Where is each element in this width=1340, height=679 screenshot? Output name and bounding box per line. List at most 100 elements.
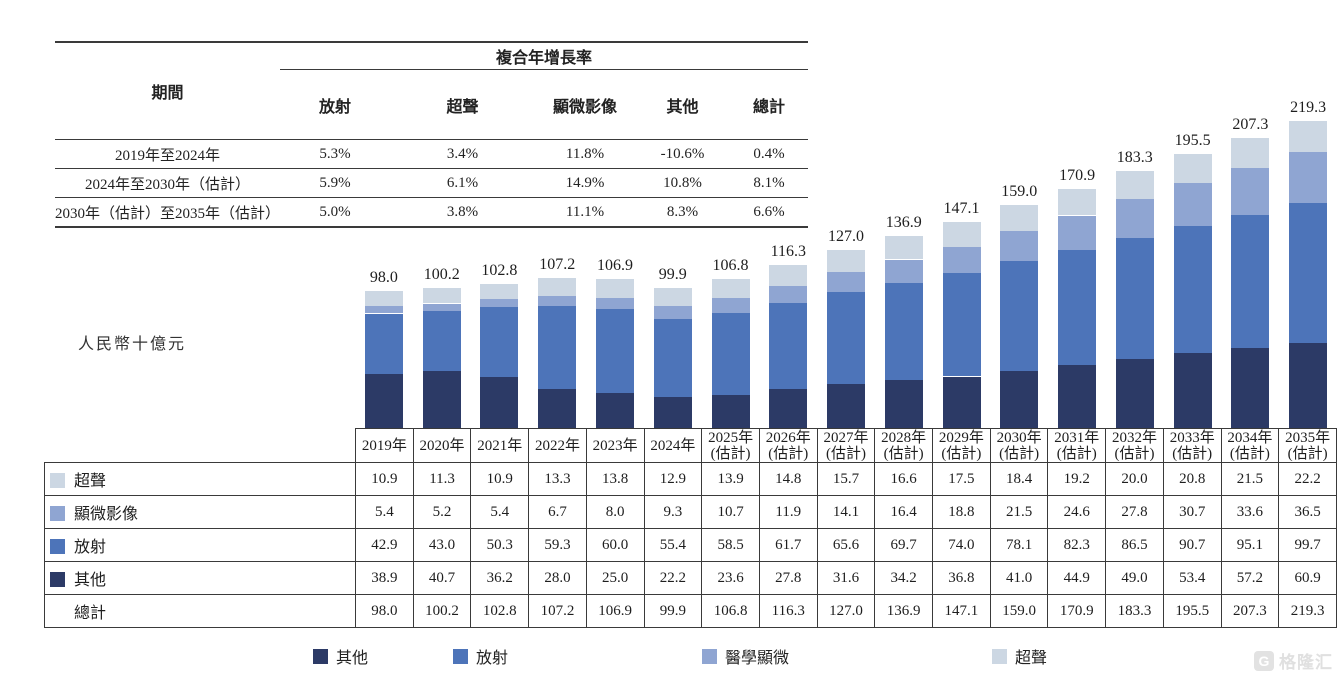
bar-segment bbox=[653, 288, 692, 307]
bar-total-label: 136.9 bbox=[885, 214, 922, 232]
bar-segment bbox=[1173, 226, 1212, 354]
year-header-cell: 2019年 bbox=[355, 428, 414, 463]
year-header-cell: 2022年 bbox=[528, 428, 587, 463]
bar-segment bbox=[1173, 183, 1212, 227]
year-header-cell: 2030年 (估計) bbox=[989, 428, 1049, 463]
bar-segment bbox=[480, 284, 519, 300]
legend-item: 超聲 bbox=[992, 644, 1047, 668]
table-cell: 21.5 bbox=[989, 495, 1049, 529]
legend-swatch-icon bbox=[50, 572, 65, 587]
year-header-cell: 2020年 bbox=[412, 428, 472, 463]
year-header-cell: 2033年 (估計) bbox=[1162, 428, 1222, 463]
legend-label: 超聲 bbox=[1015, 650, 1048, 667]
table-cell: 207.3 bbox=[1220, 594, 1280, 628]
table-cell: 99.7 bbox=[1278, 528, 1337, 562]
bar-segment bbox=[1289, 152, 1328, 204]
bar-segment bbox=[1115, 171, 1154, 200]
legend-label: 醫學顯微 bbox=[725, 650, 790, 667]
table-cell: 19.2 bbox=[1047, 462, 1107, 496]
blank-cell bbox=[45, 429, 356, 463]
bar-segment bbox=[1058, 215, 1097, 250]
bar-segment bbox=[942, 246, 981, 273]
bar-segment bbox=[1000, 261, 1039, 371]
year-header-cell: 2027年 (估計) bbox=[816, 428, 876, 463]
row-label: 放射 bbox=[44, 528, 356, 562]
bar-segment bbox=[1115, 199, 1154, 239]
year-header-cell: 2028年 (估計) bbox=[874, 428, 934, 463]
table-cell: 18.4 bbox=[989, 462, 1049, 496]
year-header-cell: 2025年 (估計) bbox=[701, 428, 760, 463]
bar-segment bbox=[1231, 137, 1270, 168]
table-cell: 59.3 bbox=[528, 528, 587, 562]
legend-swatch-icon bbox=[453, 648, 468, 664]
table-cell: 30.7 bbox=[1162, 495, 1222, 529]
bar-total-label: 107.2 bbox=[539, 255, 576, 273]
table-cell: 82.3 bbox=[1047, 528, 1107, 562]
bar-segment bbox=[538, 305, 577, 389]
cagr-col-other: 其他 bbox=[666, 98, 699, 116]
cagr-col-total: 總計 bbox=[752, 98, 785, 116]
table-cell: 17.5 bbox=[932, 462, 991, 496]
bar-segment bbox=[1115, 238, 1154, 360]
table-cell: 55.4 bbox=[643, 528, 703, 562]
legend-swatch-icon bbox=[50, 473, 65, 488]
table-cell: 33.6 bbox=[1220, 495, 1280, 529]
table-cell: 31.6 bbox=[816, 561, 876, 595]
bar-segment bbox=[1289, 342, 1328, 428]
row-label: 總計 bbox=[44, 594, 356, 628]
year-header-cell: 2034年 (估計) bbox=[1220, 428, 1280, 463]
table-cell: 116.3 bbox=[758, 594, 818, 628]
legend-swatch-icon bbox=[50, 539, 65, 554]
bar-segment bbox=[769, 302, 808, 390]
bar-segment bbox=[827, 291, 865, 384]
bar-segment bbox=[1231, 347, 1270, 428]
cagr-value: 11.1% bbox=[535, 197, 635, 226]
bar-segment bbox=[942, 376, 981, 428]
table-cell: 21.5 bbox=[1220, 462, 1280, 496]
bar-segment bbox=[364, 313, 403, 374]
cagr-value: -10.6% bbox=[635, 139, 730, 168]
bar-segment bbox=[653, 396, 692, 428]
table-cell: 90.7 bbox=[1162, 528, 1222, 562]
bar-segment bbox=[595, 278, 634, 298]
cagr-group-header: 複合年增長率 bbox=[280, 43, 808, 70]
legend-item: 放射 bbox=[453, 644, 508, 668]
bar-segment bbox=[942, 272, 981, 377]
bar-segment bbox=[942, 222, 981, 247]
bar-segment bbox=[1000, 231, 1039, 262]
bar-segment bbox=[711, 278, 750, 299]
bar-segment bbox=[1231, 214, 1270, 348]
legend-swatch-icon bbox=[992, 648, 1007, 664]
table-cell: 107.2 bbox=[528, 594, 587, 628]
table-cell: 28.0 bbox=[528, 561, 587, 595]
table-cell: 60.0 bbox=[585, 528, 645, 562]
bar-segment bbox=[711, 395, 750, 428]
table-cell: 14.8 bbox=[758, 462, 818, 496]
bar-segment bbox=[1115, 359, 1154, 428]
bar-segment bbox=[364, 373, 403, 428]
gelonghui-logo-icon: G bbox=[1254, 650, 1274, 671]
bar-total-label: 98.0 bbox=[369, 268, 398, 286]
table-cell: 86.5 bbox=[1105, 528, 1164, 562]
bar-segment bbox=[1000, 370, 1039, 428]
bar-segment bbox=[1058, 365, 1097, 428]
table-cell: 25.0 bbox=[585, 561, 645, 595]
table-cell: 136.9 bbox=[874, 594, 934, 628]
bar-segment bbox=[1000, 205, 1039, 232]
cagr-period-header: 期間 bbox=[151, 85, 184, 102]
bar-segment bbox=[480, 306, 519, 378]
table-cell: 20.0 bbox=[1105, 462, 1164, 496]
year-header-cell: 2023年 bbox=[585, 428, 645, 463]
bar-total-label: 219.3 bbox=[1290, 99, 1327, 116]
bar-segment bbox=[1173, 353, 1212, 428]
cagr-col-microscopy: 顯微影像 bbox=[552, 98, 617, 116]
table-cell: 22.2 bbox=[1278, 462, 1337, 496]
bar-segment bbox=[480, 299, 519, 307]
bar-segment bbox=[769, 286, 808, 303]
bar-total-label: 147.1 bbox=[943, 200, 980, 218]
bar-segment bbox=[364, 305, 403, 314]
bar-total-label: 170.9 bbox=[1059, 166, 1096, 184]
row-label: 其他 bbox=[44, 561, 356, 595]
legend-swatch-icon bbox=[702, 648, 717, 664]
bar-segment bbox=[711, 313, 750, 395]
